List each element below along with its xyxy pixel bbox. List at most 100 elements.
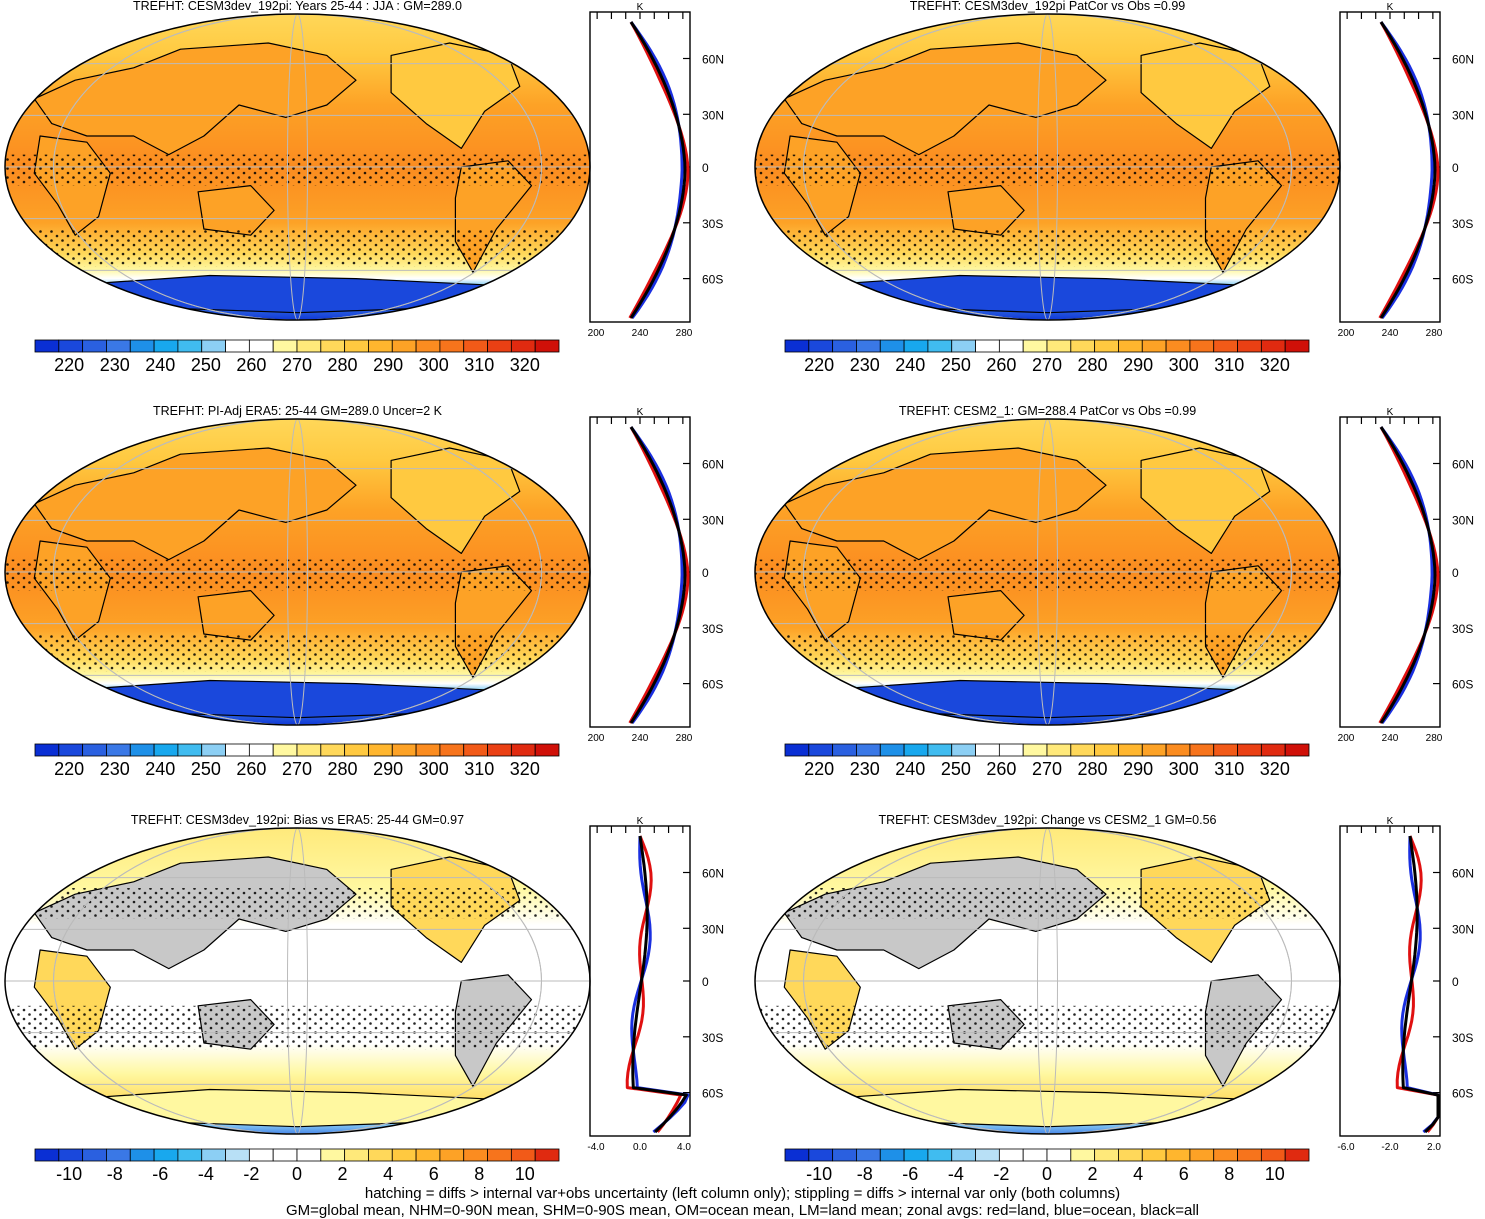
zonal-lat-label: 60S bbox=[702, 273, 723, 287]
colorbar-label: 230 bbox=[100, 355, 130, 375]
colorbar-swatch bbox=[1260, 339, 1286, 353]
colorbar-swatch bbox=[415, 1148, 441, 1162]
colorbar-label: 230 bbox=[100, 759, 130, 779]
zonal-x-label: 4.0 bbox=[677, 1142, 691, 1153]
colorbar-swatch bbox=[1141, 339, 1167, 353]
zonal-lat-label: 30N bbox=[1452, 922, 1474, 936]
colorbar: 220 230 240 250 260 270 280 290 300 310 320 bbox=[34, 743, 560, 779]
colorbar-swatch bbox=[463, 1148, 488, 1162]
colorbar-swatch bbox=[1046, 1148, 1072, 1162]
stipple-region bbox=[755, 888, 1340, 919]
zonal-curve-all bbox=[629, 21, 687, 319]
continent-1 bbox=[33, 42, 357, 156]
zonal-lat-label: 60S bbox=[1452, 273, 1473, 287]
colorbar-swatch bbox=[951, 1148, 976, 1162]
colorbar-swatch bbox=[784, 1148, 810, 1162]
zonal-lat-label: 30S bbox=[702, 1031, 723, 1045]
zonal-lat-label: 30S bbox=[1452, 622, 1473, 636]
colorbar-swatch bbox=[1046, 339, 1072, 353]
colorbar-label: 10 bbox=[515, 1164, 535, 1184]
colorbar-swatch bbox=[34, 743, 60, 757]
colorbar-swatch bbox=[129, 339, 155, 353]
colorbar-label: 240 bbox=[145, 355, 175, 375]
continent-4 bbox=[1140, 42, 1271, 149]
panels-root: TREFHT: CESM3dev_192pi: Years 25-44 : JJ… bbox=[4, 0, 1474, 1184]
zonal-lat-label: 60S bbox=[702, 1087, 723, 1101]
colorbar-swatch bbox=[248, 339, 274, 353]
colorbar-swatch bbox=[832, 1148, 857, 1162]
colorbar-swatch bbox=[439, 339, 465, 353]
colorbar-swatch bbox=[832, 743, 857, 757]
zonal-mean-plot: K 60N 30N 0 30S 60S -6.0 -2.0 2.0 bbox=[1337, 816, 1474, 1153]
colorbar-swatch bbox=[58, 1148, 84, 1162]
panel-title: TREFHT: CESM3dev_192pi: Bias vs ERA5: 25… bbox=[131, 813, 464, 827]
colorbar-swatch bbox=[58, 339, 84, 353]
map-panel-2: TREFHT: CESM3dev_192pi PatCor vs Obs =0.… bbox=[754, 0, 1474, 375]
stipple-region bbox=[755, 1005, 1340, 1050]
zonal-curve-land bbox=[1378, 426, 1440, 724]
zonal-lat-label: 0 bbox=[702, 566, 709, 580]
map-body bbox=[755, 14, 1340, 320]
colorbar: -10 -8 -6 -4 -2 0 2 4 6 8 10 bbox=[784, 1148, 1310, 1184]
zonal-lat-label: 30N bbox=[702, 513, 724, 527]
continent-4 bbox=[1140, 447, 1271, 555]
continent-3 bbox=[947, 185, 1025, 236]
zonal-lat-label: 60N bbox=[702, 53, 724, 67]
colorbar-swatch bbox=[415, 339, 441, 353]
colorbar-label: -10 bbox=[806, 1164, 832, 1184]
stipple-region bbox=[755, 634, 1340, 672]
colorbar-swatch bbox=[903, 339, 929, 353]
colorbar-label: 220 bbox=[54, 355, 84, 375]
panel-title: TREFHT: PI-Adj ERA5: 25-44 GM=289.0 Unce… bbox=[153, 404, 443, 418]
colorbar-swatch bbox=[344, 339, 369, 353]
colorbar-label: 230 bbox=[850, 355, 880, 375]
zonal-lat-label: 30N bbox=[702, 108, 724, 122]
colorbar: -10 -8 -6 -4 -2 0 2 4 6 8 10 bbox=[34, 1148, 560, 1184]
colorbar-swatch bbox=[1094, 1148, 1119, 1162]
colorbar-swatch bbox=[1165, 743, 1191, 757]
footer-note-2: GM=global mean, NHM=0-90N mean, SHM=0-90… bbox=[285, 1202, 1199, 1219]
colorbar-label: 6 bbox=[429, 1164, 439, 1184]
map-body bbox=[755, 828, 1340, 1134]
zonal-lat-label: 0 bbox=[1452, 161, 1459, 175]
zonal-lat-label: 30N bbox=[1452, 513, 1474, 527]
zonal-x-label: 200 bbox=[1338, 328, 1355, 339]
colorbar-label: 250 bbox=[941, 759, 971, 779]
colorbar-swatch bbox=[248, 1148, 274, 1162]
colorbar-swatch bbox=[1213, 743, 1238, 757]
footer-note-1: hatching = diffs > internal var+obs unce… bbox=[364, 1185, 1121, 1202]
zonal-curve-all bbox=[629, 426, 687, 724]
colorbar-swatch bbox=[1022, 1148, 1048, 1162]
zonal-curve-all bbox=[1379, 426, 1437, 724]
zonal-x-label: 200 bbox=[1338, 733, 1355, 744]
colorbar-swatch bbox=[153, 339, 179, 353]
colorbar-swatch bbox=[534, 743, 560, 757]
colorbar-swatch bbox=[225, 1148, 250, 1162]
map-body bbox=[5, 14, 590, 320]
colorbar-swatch bbox=[1070, 339, 1096, 353]
colorbar-label: 250 bbox=[191, 355, 221, 375]
colorbar-swatch bbox=[82, 743, 107, 757]
zonal-x-label: 240 bbox=[1382, 328, 1399, 339]
colorbar-swatch bbox=[296, 1148, 322, 1162]
zonal-unit: K bbox=[637, 816, 644, 827]
colorbar-swatch bbox=[975, 1148, 1000, 1162]
zonal-x-label: 200 bbox=[588, 733, 605, 744]
graticule bbox=[755, 14, 1340, 320]
colorbar-label: 320 bbox=[510, 759, 540, 779]
colorbar-swatch bbox=[1284, 743, 1310, 757]
colorbar-swatch bbox=[487, 1148, 512, 1162]
colorbar-swatch bbox=[391, 743, 417, 757]
longitude-line bbox=[1037, 419, 1058, 725]
continent-3 bbox=[197, 185, 275, 236]
zonal-lat-label: 30N bbox=[1452, 108, 1474, 122]
colorbar-label: 320 bbox=[1260, 759, 1290, 779]
zonal-mean-plot: K 60N 30N 0 30S 60S 200 240 280 bbox=[1338, 2, 1474, 339]
colorbar-swatch bbox=[534, 339, 560, 353]
longitude-line bbox=[803, 419, 1292, 725]
graticule bbox=[5, 419, 590, 725]
colorbar-swatch bbox=[177, 743, 203, 757]
zonal-lat-label: 30S bbox=[702, 622, 723, 636]
colorbar-swatch bbox=[320, 743, 346, 757]
zonal-lat-label: 30S bbox=[1452, 217, 1473, 231]
